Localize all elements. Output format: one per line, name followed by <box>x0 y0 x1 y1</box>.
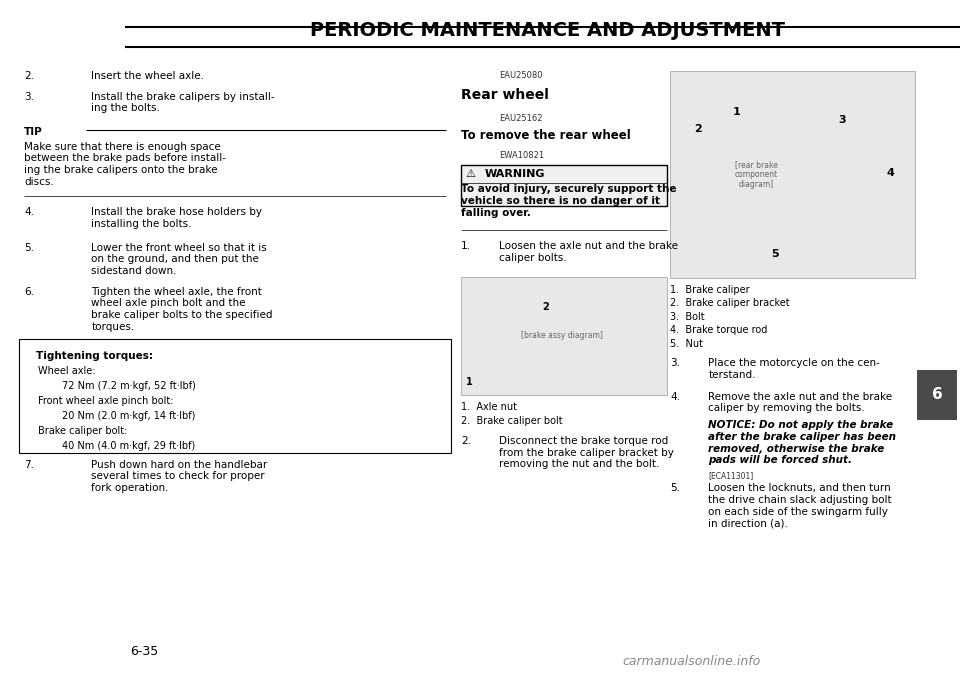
Text: [brake assy diagram]: [brake assy diagram] <box>520 332 603 340</box>
Text: 6: 6 <box>931 387 943 402</box>
Text: Remove the axle nut and the brake
caliper by removing the bolts.: Remove the axle nut and the brake calipe… <box>708 392 893 414</box>
FancyBboxPatch shape <box>670 71 915 278</box>
Text: Wheel axle:: Wheel axle: <box>38 366 96 376</box>
Text: NOTICE: Do not apply the brake
after the brake caliper has been
removed, otherwi: NOTICE: Do not apply the brake after the… <box>708 420 897 465</box>
Text: Rear wheel: Rear wheel <box>461 88 549 102</box>
Text: Insert the wheel axle.: Insert the wheel axle. <box>91 71 204 81</box>
Text: 2: 2 <box>542 302 549 313</box>
Text: 2.: 2. <box>24 71 34 81</box>
Text: ⚠: ⚠ <box>466 169 475 179</box>
Text: [rear brake
component
diagram]: [rear brake component diagram] <box>735 160 778 189</box>
Text: 1.  Brake caliper: 1. Brake caliper <box>670 285 750 295</box>
Text: 3.  Bolt: 3. Bolt <box>670 312 705 322</box>
Text: 2.  Brake caliper bolt: 2. Brake caliper bolt <box>461 416 563 426</box>
Text: 3.: 3. <box>670 358 680 368</box>
Text: 6.: 6. <box>24 287 34 297</box>
Text: 72 Nm (7.2 m·kgf, 52 ft·lbf): 72 Nm (7.2 m·kgf, 52 ft·lbf) <box>62 381 196 391</box>
FancyBboxPatch shape <box>19 339 451 453</box>
Text: EWA10821: EWA10821 <box>499 151 544 159</box>
Text: Brake caliper bolt:: Brake caliper bolt: <box>38 426 128 436</box>
Text: Install the brake calipers by install-
ing the bolts.: Install the brake calipers by install- i… <box>91 92 275 113</box>
Text: EAU25162: EAU25162 <box>499 114 542 123</box>
Text: 1.: 1. <box>461 241 470 252</box>
Text: Push down hard on the handlebar
several times to check for proper
fork operation: Push down hard on the handlebar several … <box>91 460 268 493</box>
Text: 1: 1 <box>466 377 472 387</box>
Text: 20 Nm (2.0 m·kgf, 14 ft·lbf): 20 Nm (2.0 m·kgf, 14 ft·lbf) <box>62 411 196 421</box>
Text: 2: 2 <box>694 124 702 134</box>
Text: 5.: 5. <box>670 483 680 494</box>
FancyBboxPatch shape <box>461 165 667 206</box>
Text: 3.: 3. <box>24 92 34 102</box>
Text: Install the brake hose holders by
installing the bolts.: Install the brake hose holders by instal… <box>91 207 262 229</box>
Text: 3: 3 <box>838 115 846 125</box>
Text: Front wheel axle pinch bolt:: Front wheel axle pinch bolt: <box>38 396 174 406</box>
Text: 4.: 4. <box>670 392 680 402</box>
Text: WARNING: WARNING <box>485 169 545 179</box>
Text: To remove the rear wheel: To remove the rear wheel <box>461 129 631 142</box>
Text: 5: 5 <box>771 250 779 259</box>
Text: 2.: 2. <box>461 436 470 446</box>
Text: TIP: TIP <box>24 127 43 137</box>
Text: carmanualsonline.info: carmanualsonline.info <box>622 655 760 668</box>
Text: 1.  Axle nut: 1. Axle nut <box>461 402 516 412</box>
Text: PERIODIC MAINTENANCE AND ADJUSTMENT: PERIODIC MAINTENANCE AND ADJUSTMENT <box>310 21 784 40</box>
Text: 2.  Brake caliper bracket: 2. Brake caliper bracket <box>670 298 790 308</box>
FancyBboxPatch shape <box>917 370 957 420</box>
Text: Loosen the locknuts, and then turn
the drive chain slack adjusting bolt
on each : Loosen the locknuts, and then turn the d… <box>708 483 892 528</box>
Text: Loosen the axle nut and the brake
caliper bolts.: Loosen the axle nut and the brake calipe… <box>499 241 678 263</box>
Text: Lower the front wheel so that it is
on the ground, and then put the
sidestand do: Lower the front wheel so that it is on t… <box>91 243 267 276</box>
Text: Place the motorcycle on the cen-
terstand.: Place the motorcycle on the cen- terstan… <box>708 358 880 380</box>
Text: Tightening torques:: Tightening torques: <box>36 351 153 361</box>
Text: 40 Nm (4.0 m·kgf, 29 ft·lbf): 40 Nm (4.0 m·kgf, 29 ft·lbf) <box>62 441 196 451</box>
Text: 7.: 7. <box>24 460 34 470</box>
Text: Make sure that there is enough space
between the brake pads before install-
ing : Make sure that there is enough space bet… <box>24 142 226 186</box>
Text: 4.  Brake torque rod: 4. Brake torque rod <box>670 325 767 336</box>
Text: To avoid injury, securely support the
vehicle so there is no danger of it
fallin: To avoid injury, securely support the ve… <box>461 184 676 218</box>
Text: [ECA11301]: [ECA11301] <box>708 471 754 480</box>
FancyBboxPatch shape <box>461 277 667 395</box>
Text: Disconnect the brake torque rod
from the brake caliper bracket by
removing the n: Disconnect the brake torque rod from the… <box>499 436 674 469</box>
Text: 4.: 4. <box>24 207 34 218</box>
Text: EAU25080: EAU25080 <box>499 71 542 80</box>
Text: 1: 1 <box>732 107 740 117</box>
Text: 5.  Nut: 5. Nut <box>670 339 703 349</box>
Text: Tighten the wheel axle, the front
wheel axle pinch bolt and the
brake caliper bo: Tighten the wheel axle, the front wheel … <box>91 287 273 332</box>
Text: 5.: 5. <box>24 243 34 253</box>
Text: 4: 4 <box>886 168 894 178</box>
Text: 6-35: 6-35 <box>130 645 158 658</box>
